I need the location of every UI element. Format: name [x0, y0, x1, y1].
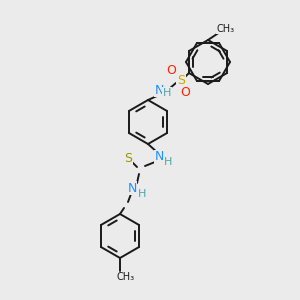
Text: H: H: [164, 157, 172, 167]
Text: H: H: [138, 189, 146, 199]
Text: N: N: [127, 182, 137, 194]
Text: H: H: [163, 88, 171, 98]
Text: O: O: [180, 86, 190, 100]
Text: S: S: [177, 74, 185, 88]
Text: CH₃: CH₃: [217, 24, 235, 34]
Text: CH₃: CH₃: [117, 272, 135, 282]
Text: O: O: [166, 64, 176, 77]
Text: N: N: [154, 151, 164, 164]
Text: N: N: [154, 83, 164, 97]
Text: S: S: [124, 152, 132, 164]
